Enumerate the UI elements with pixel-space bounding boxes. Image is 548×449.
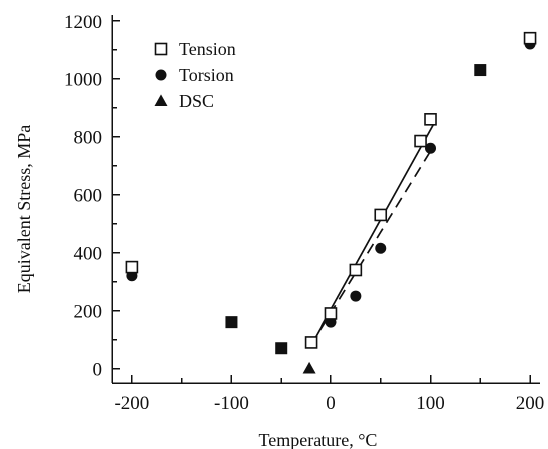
legend-marker-dsc xyxy=(154,94,168,106)
x-tick-label: -100 xyxy=(214,393,249,414)
unlabeled-point xyxy=(275,342,288,355)
tension-point xyxy=(523,31,537,45)
y-tick-label: 1000 xyxy=(64,70,102,91)
y-tick-label: 0 xyxy=(93,360,103,381)
tension-point xyxy=(324,307,338,320)
legend-label-torsion: Torsion xyxy=(179,65,234,85)
legend-marker-torsion xyxy=(155,69,167,81)
y-tick-label: 800 xyxy=(74,128,103,149)
dsc-point xyxy=(302,361,316,374)
y-tick-label: 600 xyxy=(74,186,103,207)
y-tick-label: 400 xyxy=(74,244,103,265)
tension-point xyxy=(349,263,363,277)
tension-point xyxy=(125,260,139,274)
x-tick-label: 0 xyxy=(326,393,336,414)
x-axis-title: Temperature, °C xyxy=(259,430,378,449)
legend-marker-tension xyxy=(154,42,168,56)
x-tick-label: 100 xyxy=(416,393,445,414)
tension-point xyxy=(374,208,388,222)
y-axis-title: Equivalent Stress, MPa xyxy=(14,125,34,294)
unlabeled-point xyxy=(225,316,238,329)
tension-point xyxy=(304,336,318,349)
x-tick-label: 200 xyxy=(516,393,545,414)
torsion-point xyxy=(350,290,362,302)
x-tick-label: -200 xyxy=(114,393,149,414)
y-tick-label: 200 xyxy=(74,302,103,323)
legend-label-tension: Tension xyxy=(179,39,236,59)
tension-point xyxy=(414,134,427,148)
y-tick-label: 1200 xyxy=(64,12,102,33)
tension-point xyxy=(424,113,437,126)
unlabeled-point xyxy=(474,64,487,77)
torsion-point xyxy=(375,242,387,254)
legend-label-dsc: DSC xyxy=(179,91,214,111)
torsion-point xyxy=(425,142,437,154)
